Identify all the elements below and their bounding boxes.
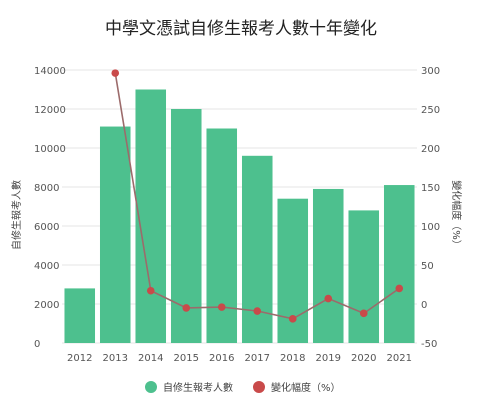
x-tick-label: 2015 bbox=[174, 353, 199, 364]
bar-2017[interactable] bbox=[241, 155, 273, 343]
line-point-2015[interactable] bbox=[182, 304, 191, 312]
left-tick-label: 10000 bbox=[34, 144, 66, 155]
left-tick-label: 12000 bbox=[34, 105, 66, 116]
right-axis-ticks: -50 0 50 100 150 200 250 300 bbox=[421, 66, 440, 350]
y-axis-title: 自修生報考人數 bbox=[10, 180, 23, 250]
bar-2015[interactable] bbox=[170, 109, 202, 343]
left-axis-ticks: 0 2000 4000 6000 8000 10000 12000 14000 bbox=[34, 66, 66, 350]
y2-axis-title: 變化幅度（%） bbox=[450, 180, 463, 250]
x-tick-label: 2013 bbox=[103, 353, 128, 364]
x-axis-ticks: 2012 2013 2014 2015 2016 2017 2018 2019 2020 2021 bbox=[67, 353, 412, 364]
legend-line-label[interactable]: 變化幅度（%） bbox=[271, 381, 341, 394]
bar-2019[interactable] bbox=[312, 188, 344, 343]
line-point-2016[interactable] bbox=[217, 303, 226, 311]
x-tick-label: 2016 bbox=[209, 353, 234, 364]
chart-title: 中學文憑試自修生報考人數十年變化 bbox=[105, 19, 377, 39]
line-series bbox=[111, 69, 404, 323]
bar-series bbox=[64, 89, 415, 344]
right-tick-label: 50 bbox=[421, 261, 434, 272]
x-tick-label: 2020 bbox=[351, 353, 376, 364]
x-tick-label: 2021 bbox=[387, 353, 412, 364]
x-tick-label: 2017 bbox=[245, 353, 270, 364]
right-tick-label: 100 bbox=[421, 222, 440, 233]
bar-2020[interactable] bbox=[348, 210, 380, 343]
left-tick-label: 6000 bbox=[34, 222, 59, 233]
line-point-2013[interactable] bbox=[111, 69, 120, 77]
x-tick-label: 2012 bbox=[67, 353, 92, 364]
left-tick-label: 8000 bbox=[34, 183, 59, 194]
x-tick-label: 2018 bbox=[280, 353, 305, 364]
line-point-2014[interactable] bbox=[146, 286, 155, 295]
line-point-2017[interactable] bbox=[253, 307, 262, 315]
left-tick-label: 2000 bbox=[34, 300, 59, 311]
bar-2012[interactable] bbox=[64, 288, 96, 343]
right-tick-label: 300 bbox=[421, 66, 440, 77]
legend-bar-swatch bbox=[145, 381, 157, 393]
line-point-2018[interactable] bbox=[288, 315, 297, 323]
bar-2013[interactable] bbox=[99, 126, 131, 343]
left-tick-label: 4000 bbox=[34, 261, 59, 272]
left-tick-label: 0 bbox=[34, 339, 40, 350]
legend-bar-label[interactable]: 自修生報考人數 bbox=[163, 381, 233, 394]
line-point-2019[interactable] bbox=[324, 294, 333, 303]
right-tick-label: 150 bbox=[421, 183, 440, 194]
x-tick-label: 2019 bbox=[316, 353, 341, 364]
legend-line-swatch bbox=[253, 381, 265, 393]
right-tick-label: -50 bbox=[421, 339, 437, 350]
line-point-2020[interactable] bbox=[359, 309, 368, 318]
left-tick-label: 14000 bbox=[34, 66, 66, 77]
right-tick-label: 0 bbox=[421, 300, 427, 311]
bar-2014[interactable] bbox=[135, 89, 167, 344]
right-tick-label: 200 bbox=[421, 144, 440, 155]
legend: 自修生報考人數 變化幅度（%） bbox=[145, 381, 341, 394]
x-tick-label: 2014 bbox=[138, 353, 163, 364]
bar-2021[interactable] bbox=[383, 185, 415, 343]
line-point-2021[interactable] bbox=[395, 284, 404, 293]
right-tick-label: 250 bbox=[421, 105, 440, 116]
